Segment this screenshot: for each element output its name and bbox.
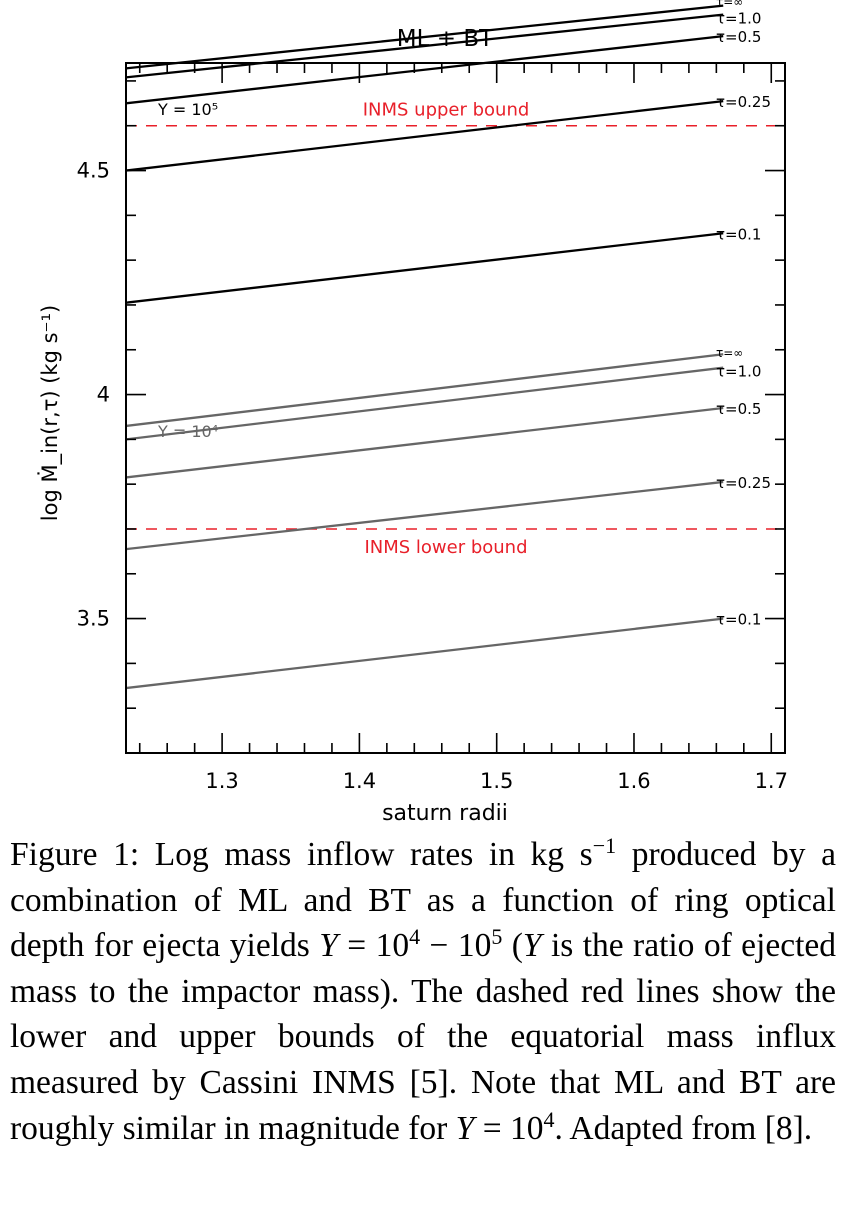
reference-lines [126, 124, 785, 530]
series-line [125, 353, 724, 428]
x-tick-label: 1.7 [755, 769, 788, 793]
series-line [125, 617, 724, 690]
series-end-label: τ=0.1 [716, 225, 761, 243]
series-end-label: τ=∞ [716, 346, 743, 360]
series-end-label: τ=0.5 [716, 28, 761, 46]
caption-figure-label: Figure 1: [10, 836, 140, 873]
caption-text: produced by a combination of ML and BT a… [10, 836, 836, 965]
series-end-label: τ=∞ [716, 0, 743, 9]
y-tick-label: 4.5 [77, 159, 110, 183]
series-line [125, 4, 724, 70]
series-end-label: τ=0.25 [716, 93, 771, 111]
x-tick-label: 1.3 [205, 769, 238, 793]
x-tick-label: 1.4 [343, 769, 376, 793]
series-end-label: τ=1.0 [716, 363, 761, 381]
figure-caption: Figure 1: Log mass inflow rates in kg s−… [10, 832, 836, 1151]
labels: ML + BT saturn radii log Ṁ_in(r,τ) (kg s… [37, 0, 788, 826]
series-line [125, 99, 724, 172]
caption-text: ( [502, 927, 523, 965]
caption-symbol-y: Y [522, 927, 542, 965]
series-line [125, 232, 724, 304]
y-tick-label: 3.5 [77, 607, 110, 631]
reference-line-label: INMS lower bound [364, 537, 527, 558]
y-tick-label: 4 [97, 383, 110, 407]
caption-text: is the ratio of ejected mass to the impa… [10, 927, 837, 1147]
group-label: Y = 10⁵ [157, 100, 218, 119]
chart: ML + BT saturn radii log Ṁ_in(r,τ) (kg s… [37, 0, 788, 826]
y-axis-label: log Ṁ_in(r,τ) (kg s⁻¹) [37, 305, 63, 521]
series-end-label: τ=0.25 [716, 474, 771, 492]
series-end-label: τ=1.0 [716, 10, 761, 28]
caption-text: = 10 [337, 927, 410, 965]
caption-text: − 10 [420, 927, 492, 965]
x-axis-label: saturn radii [382, 801, 508, 826]
caption-text: Log mass inflow rates in kg s [154, 836, 593, 873]
series-line [125, 480, 724, 551]
chart-title: ML + BT [397, 26, 494, 52]
series-line [125, 406, 724, 479]
caption-text: = 10 [474, 1109, 544, 1147]
caption-symbol-y: Y [455, 1109, 475, 1147]
series-lines [125, 4, 724, 690]
series-line [125, 366, 724, 441]
reference-line-label: INMS upper bound [363, 100, 530, 121]
series-line [125, 13, 724, 79]
series-line [125, 34, 724, 105]
caption-superscript: 4 [409, 924, 421, 950]
caption-superscript: 4 [543, 1106, 555, 1132]
plot-frame [125, 62, 786, 754]
axis-ticks [126, 63, 785, 754]
group-label: Y = 10⁴ [157, 422, 218, 441]
x-tick-label: 1.6 [617, 769, 650, 793]
series-end-label: τ=0.1 [716, 611, 761, 629]
caption-superscript: −1 [592, 832, 617, 858]
caption-superscript: 5 [491, 924, 503, 950]
series-end-label: τ=0.5 [716, 400, 761, 418]
caption-text: . Adapted from [8]. [554, 1109, 813, 1147]
caption-symbol-y: Y [319, 927, 338, 965]
x-tick-label: 1.5 [480, 769, 513, 793]
